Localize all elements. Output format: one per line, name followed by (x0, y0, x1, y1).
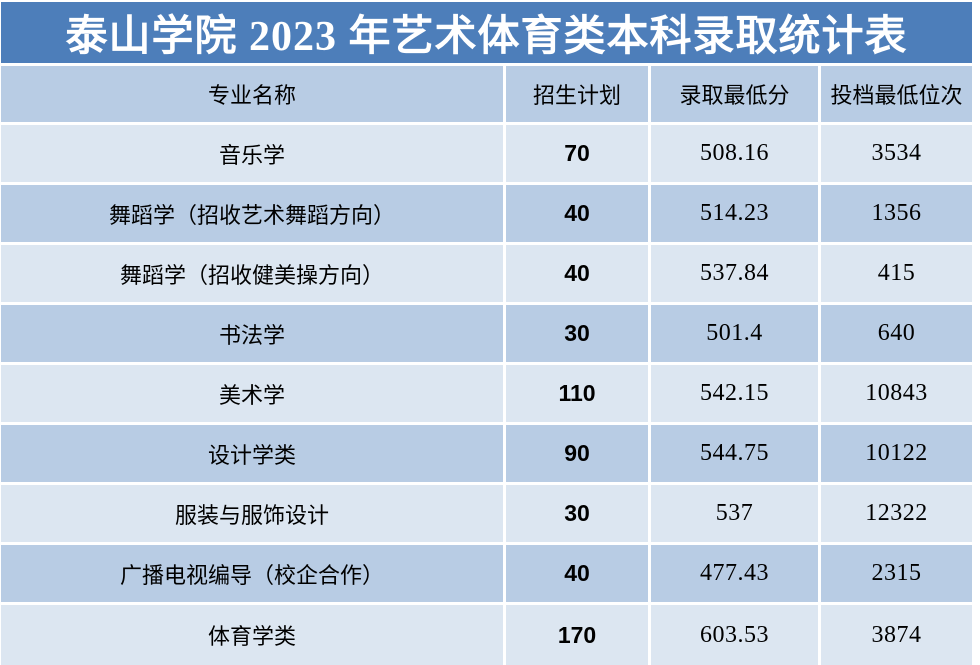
cell-major: 舞蹈学（招收健美操方向） (1, 245, 503, 302)
cell-major: 音乐学 (1, 125, 503, 182)
header-cell-min-rank: 投档最低位次 (821, 66, 972, 122)
cell-min-rank: 2315 (821, 545, 972, 602)
cell-major: 设计学类 (1, 425, 503, 482)
cell-min-score: 542.15 (651, 365, 818, 422)
cell-plan: 30 (506, 485, 648, 542)
table-row: 舞蹈学（招收艺术舞蹈方向） 40 514.23 1356 (1, 185, 972, 242)
cell-min-score: 537.84 (651, 245, 818, 302)
table-row: 设计学类 90 544.75 10122 (1, 425, 972, 482)
cell-major: 服装与服饰设计 (1, 485, 503, 542)
cell-min-rank: 10843 (821, 365, 972, 422)
table-title: 泰山学院 2023 年艺术体育类本科录取统计表 (1, 2, 972, 63)
table-row: 书法学 30 501.4 640 (1, 305, 972, 362)
cell-min-score: 508.16 (651, 125, 818, 182)
header-row: 专业名称 招生计划 录取最低分 投档最低位次 (1, 66, 972, 122)
cell-min-score: 477.43 (651, 545, 818, 602)
cell-min-score: 537 (651, 485, 818, 542)
table-row: 服装与服饰设计 30 537 12322 (1, 485, 972, 542)
cell-min-rank: 640 (821, 305, 972, 362)
table-row: 舞蹈学（招收健美操方向） 40 537.84 415 (1, 245, 972, 302)
cell-min-rank: 3534 (821, 125, 972, 182)
cell-min-rank: 12322 (821, 485, 972, 542)
cell-min-rank: 415 (821, 245, 972, 302)
table-row: 音乐学 70 508.16 3534 (1, 125, 972, 182)
header-cell-plan: 招生计划 (506, 66, 648, 122)
table-row: 美术学 110 542.15 10843 (1, 365, 972, 422)
header-cell-min-score: 录取最低分 (651, 66, 818, 122)
cell-min-score: 544.75 (651, 425, 818, 482)
cell-min-score: 514.23 (651, 185, 818, 242)
cell-plan: 40 (506, 245, 648, 302)
table-row: 体育学类 170 603.53 3874 (1, 605, 972, 665)
cell-plan: 90 (506, 425, 648, 482)
header-cell-major: 专业名称 (1, 66, 503, 122)
cell-min-rank: 1356 (821, 185, 972, 242)
cell-major: 广播电视编导（校企合作） (1, 545, 503, 602)
cell-plan: 110 (506, 365, 648, 422)
cell-min-score: 501.4 (651, 305, 818, 362)
cell-major: 美术学 (1, 365, 503, 422)
cell-major: 体育学类 (1, 605, 503, 665)
cell-min-score: 603.53 (651, 605, 818, 665)
table-row: 广播电视编导（校企合作） 40 477.43 2315 (1, 545, 972, 602)
cell-plan: 40 (506, 185, 648, 242)
cell-plan: 70 (506, 125, 648, 182)
cell-plan: 40 (506, 545, 648, 602)
cell-plan: 30 (506, 305, 648, 362)
cell-min-rank: 3874 (821, 605, 972, 665)
cell-major: 舞蹈学（招收艺术舞蹈方向） (1, 185, 503, 242)
cell-plan: 170 (506, 605, 648, 665)
cell-min-rank: 10122 (821, 425, 972, 482)
cell-major: 书法学 (1, 305, 503, 362)
